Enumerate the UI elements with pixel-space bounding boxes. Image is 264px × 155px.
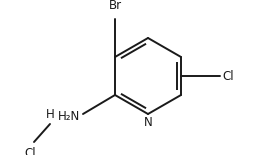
Text: Cl: Cl (222, 69, 234, 82)
Text: H₂N: H₂N (58, 111, 80, 124)
Text: Cl: Cl (24, 147, 36, 155)
Text: N: N (144, 116, 152, 129)
Text: H: H (46, 108, 54, 121)
Text: Br: Br (109, 0, 121, 12)
